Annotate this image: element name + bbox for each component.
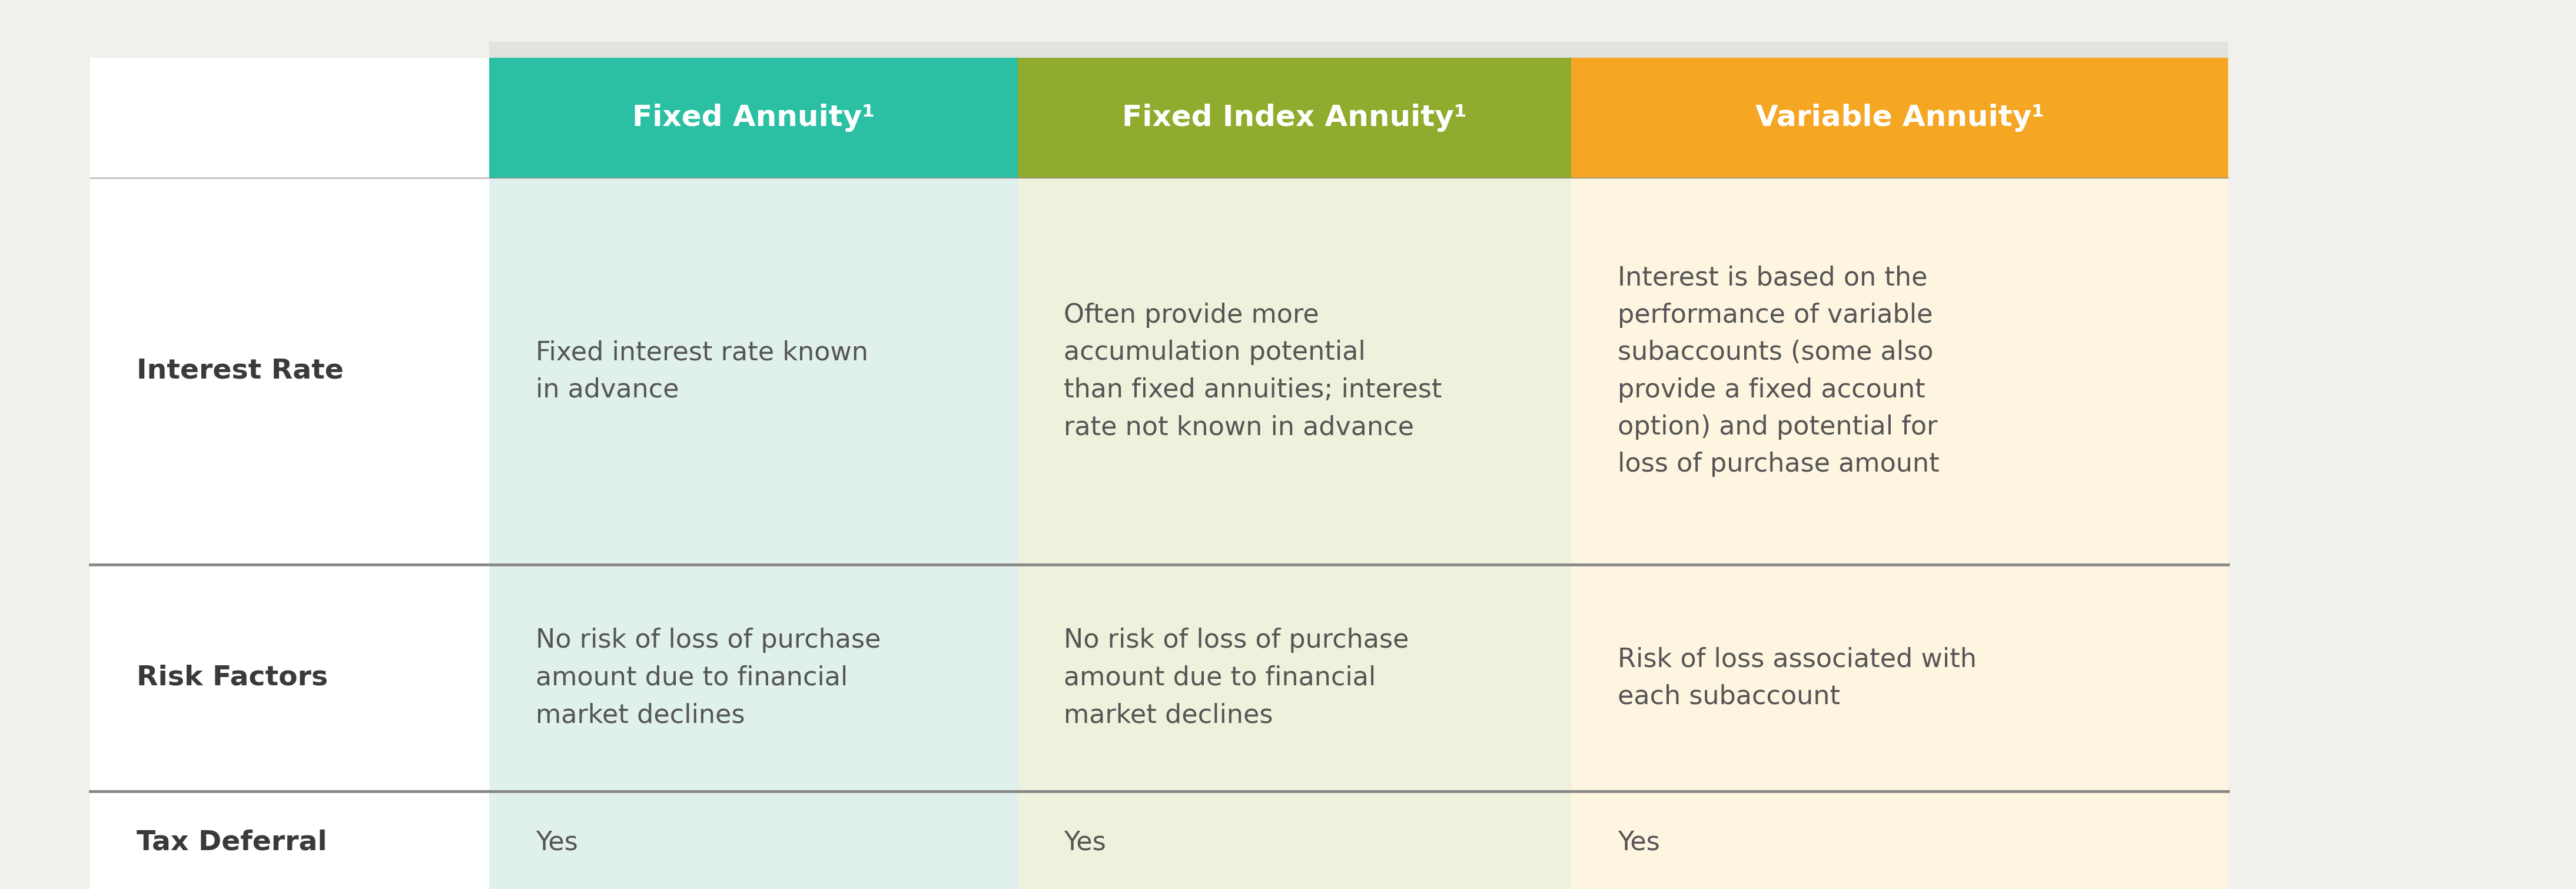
Text: Fixed interest rate known
in advance: Fixed interest rate known in advance: [536, 340, 868, 403]
Bar: [1571, 178, 2228, 565]
Bar: [1571, 565, 2228, 791]
Text: Yes: Yes: [1618, 829, 1659, 855]
Text: Variable Annuity¹: Variable Annuity¹: [1754, 104, 2045, 132]
Text: Fixed Index Annuity¹: Fixed Index Annuity¹: [1123, 104, 1466, 132]
Text: Risk of loss associated with
each subaccount: Risk of loss associated with each subacc…: [1618, 646, 1976, 709]
Text: No risk of loss of purchase
amount due to financial
market declines: No risk of loss of purchase amount due t…: [536, 628, 881, 728]
Bar: [489, 565, 1018, 791]
Bar: [1571, 791, 2228, 889]
Text: Often provide more
accumulation potential
than fixed annuities; interest
rate no: Often provide more accumulation potentia…: [1064, 302, 1443, 440]
Text: Fixed Annuity¹: Fixed Annuity¹: [631, 104, 876, 132]
Bar: [90, 58, 2228, 889]
Bar: [90, 178, 489, 565]
Bar: [1018, 178, 1571, 565]
Text: Interest is based on the
performance of variable
subaccounts (some also
provide : Interest is based on the performance of …: [1618, 265, 1940, 477]
Bar: [1018, 791, 1571, 889]
Text: Interest Rate: Interest Rate: [137, 358, 343, 384]
Bar: [90, 565, 489, 791]
Bar: [1571, 58, 2228, 178]
Bar: [489, 58, 1018, 178]
Text: Yes: Yes: [536, 829, 577, 855]
Bar: [489, 791, 1018, 889]
Text: Yes: Yes: [1064, 829, 1105, 855]
Bar: [1018, 58, 1571, 178]
Text: Risk Factors: Risk Factors: [137, 665, 327, 691]
Bar: [489, 178, 1018, 565]
Bar: [1018, 565, 1571, 791]
Bar: [489, 42, 2228, 58]
Text: No risk of loss of purchase
amount due to financial
market declines: No risk of loss of purchase amount due t…: [1064, 628, 1409, 728]
Text: Tax Deferral: Tax Deferral: [137, 829, 327, 855]
Bar: [90, 791, 489, 889]
